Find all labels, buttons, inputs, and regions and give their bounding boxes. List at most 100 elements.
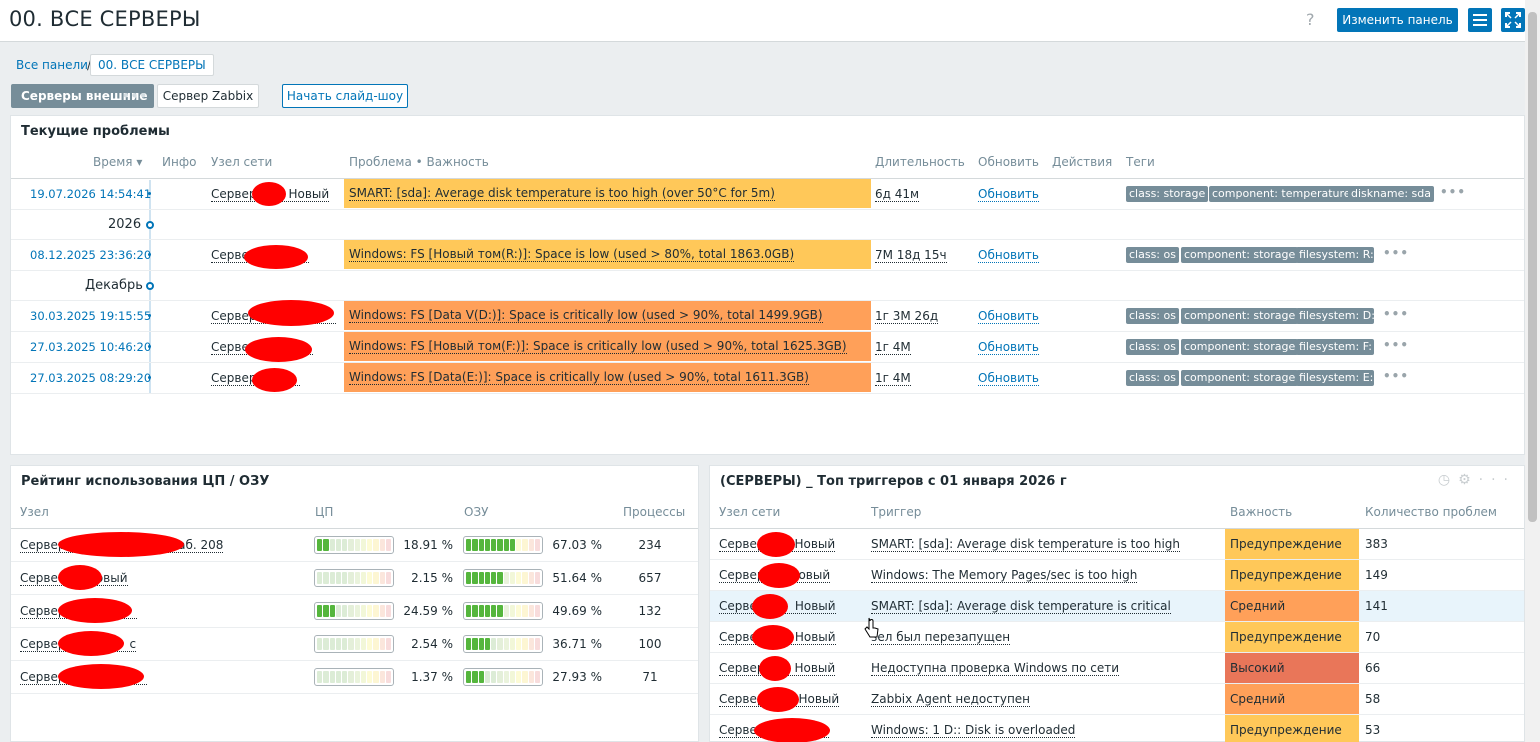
row-divider <box>710 652 1524 653</box>
severity-badge: Предупреждение <box>1225 622 1359 652</box>
edit-dashboard-button[interactable]: Изменить панель <box>1337 8 1458 32</box>
problem-name[interactable]: Windows: FS [Data(E:)]: Space is critica… <box>344 363 871 392</box>
update-link[interactable]: Обновить <box>978 187 1039 202</box>
col-trigger: Триггер <box>871 505 922 519</box>
ram-usage-bar <box>463 635 543 653</box>
tag: filesystem: D: <box>1296 308 1374 324</box>
cpu-usage-bar <box>314 635 394 653</box>
problem-duration[interactable]: 1г 4М <box>875 371 911 386</box>
trigger-name[interactable]: Недоступна проверка Windows по сети <box>871 661 1120 676</box>
update-link[interactable]: Обновить <box>978 371 1039 386</box>
update-link[interactable]: Обновить <box>978 309 1039 324</box>
process-count: 100 <box>638 637 662 651</box>
ram-usage-bar <box>463 602 543 620</box>
row-divider <box>11 362 1524 363</box>
cpu-usage-bar <box>314 569 394 587</box>
problem-time[interactable]: 27.03.2025 08:29:20 <box>30 371 152 385</box>
tab-external-servers[interactable]: Серверы внешние ••• <box>11 84 154 108</box>
trigger-name[interactable]: Windows: The Memory Pages/sec is too hig… <box>871 568 1138 583</box>
process-count: 234 <box>638 538 662 552</box>
start-slideshow-button[interactable]: Начать слайд-шоу <box>282 84 408 108</box>
tags-more-icon[interactable]: ••• <box>1383 307 1410 321</box>
problem-name[interactable]: Windows: FS [Новый том(R:)]: Space is lo… <box>344 240 871 269</box>
cpu-percent: 24.59 % <box>403 604 453 618</box>
tab-zabbix-server[interactable]: Сервер Zabbix <box>157 84 259 108</box>
trigger-name[interactable]: Zabbix Agent недоступен <box>871 692 1031 707</box>
problem-time[interactable]: 30.03.2025 19:15:55 <box>30 309 152 323</box>
col-time[interactable]: Время ▾ <box>93 155 143 169</box>
breadcrumb-all-dashboards[interactable]: Все панели <box>16 58 88 72</box>
help-icon[interactable]: ? <box>1306 10 1315 29</box>
gear-icon[interactable]: ⚙ <box>1458 472 1479 488</box>
problem-time[interactable]: 27.03.2025 10:46:20 <box>30 340 152 354</box>
tag: filesystem: R: <box>1296 247 1374 263</box>
severity-badge: Предупреждение <box>1225 560 1359 590</box>
update-link[interactable]: Обновить <box>978 340 1039 355</box>
redaction <box>758 563 800 588</box>
tag: class: os <box>1126 339 1179 355</box>
row-divider <box>11 393 1524 394</box>
col-host[interactable]: Узел сети <box>211 155 273 169</box>
problem-duration[interactable]: 1г 3М 26д <box>875 309 939 324</box>
trigger-name[interactable]: SMART: [sda]: Average disk temperature i… <box>871 537 1181 552</box>
col-cpu: ЦП <box>315 505 334 519</box>
problem-name[interactable]: Windows: FS [Data V(D:)]: Space is criti… <box>344 301 871 330</box>
ram-usage-bar <box>463 569 543 587</box>
ram-usage-bar <box>463 668 543 686</box>
ram-usage-bar <box>463 536 543 554</box>
widget-title: (СЕРВЕРЫ) _ Топ триггеров с 01 января 20… <box>720 474 1067 489</box>
more-icon[interactable]: ··· <box>1478 472 1516 488</box>
update-link[interactable]: Обновить <box>978 248 1039 263</box>
problem-time[interactable]: 19.07.2026 14:54:41 <box>30 187 152 201</box>
row-divider <box>710 590 1524 591</box>
menu-icon[interactable] <box>1468 8 1492 32</box>
trigger-name[interactable]: SMART: [sda]: Average disk temperature i… <box>871 599 1171 614</box>
process-count: 71 <box>642 670 658 684</box>
redaction <box>58 565 102 590</box>
problem-duration[interactable]: 6д 41м <box>875 187 920 202</box>
redaction <box>252 368 297 392</box>
ram-percent: 49.69 % <box>552 604 602 618</box>
row-divider <box>11 660 698 661</box>
problem-count: 70 <box>1365 630 1381 644</box>
scrollbar-thumb[interactable] <box>1528 12 1537 522</box>
page-header: 00. ВСЕ СЕРВЕРЫ ? Изменить панель <box>0 0 1525 42</box>
col-info: Инфо <box>162 155 197 169</box>
tags-more-icon[interactable]: ••• <box>1383 338 1410 352</box>
severity-badge: Высокий <box>1225 653 1359 683</box>
timeline-dot <box>148 253 151 256</box>
problem-duration[interactable]: 1г 4М <box>875 340 911 355</box>
col-tags: Теги <box>1126 155 1155 169</box>
row-divider <box>11 594 698 595</box>
row-divider <box>710 714 1524 715</box>
problem-count: 53 <box>1365 723 1381 737</box>
row-divider <box>11 561 698 562</box>
trigger-name[interactable]: зел был перезапущен <box>871 630 1011 645</box>
row-divider <box>11 300 1524 301</box>
tag: component: storage <box>1181 308 1299 324</box>
row-divider <box>11 693 698 694</box>
problem-name[interactable]: SMART: [sda]: Average disk temperature i… <box>344 179 871 208</box>
tag: component: storage <box>1181 339 1299 355</box>
timeline-year: 2026 <box>108 217 142 232</box>
tab-label: Серверы внешние <box>21 89 148 103</box>
header-divider <box>11 528 698 529</box>
problem-time[interactable]: 08.12.2025 23:36:20 <box>30 248 152 262</box>
ram-percent: 67.03 % <box>552 538 602 552</box>
breadcrumb-current[interactable]: 00. ВСЕ СЕРВЕРЫ <box>90 54 214 76</box>
tags-more-icon[interactable]: ••• <box>1440 185 1467 199</box>
problem-duration[interactable]: 7М 18д 15ч <box>875 248 947 263</box>
cpu-usage-bar <box>314 668 394 686</box>
fullscreen-icon[interactable] <box>1501 8 1525 32</box>
redaction <box>58 598 132 623</box>
tab-more-icon[interactable]: ••• <box>121 89 148 103</box>
tags-more-icon[interactable]: ••• <box>1383 246 1410 260</box>
row-divider <box>11 627 698 628</box>
col-problem[interactable]: Проблема • Важность <box>349 155 489 169</box>
trigger-name[interactable]: Windows: 1 D:: Disk is overloaded <box>871 723 1076 738</box>
history-icon[interactable]: ◷ <box>1437 472 1459 488</box>
severity-badge: Предупреждение <box>1225 715 1359 742</box>
redaction <box>757 532 795 557</box>
tags-more-icon[interactable]: ••• <box>1383 369 1410 383</box>
problem-name[interactable]: Windows: FS [Новый том(F:)]: Space is cr… <box>344 332 871 361</box>
